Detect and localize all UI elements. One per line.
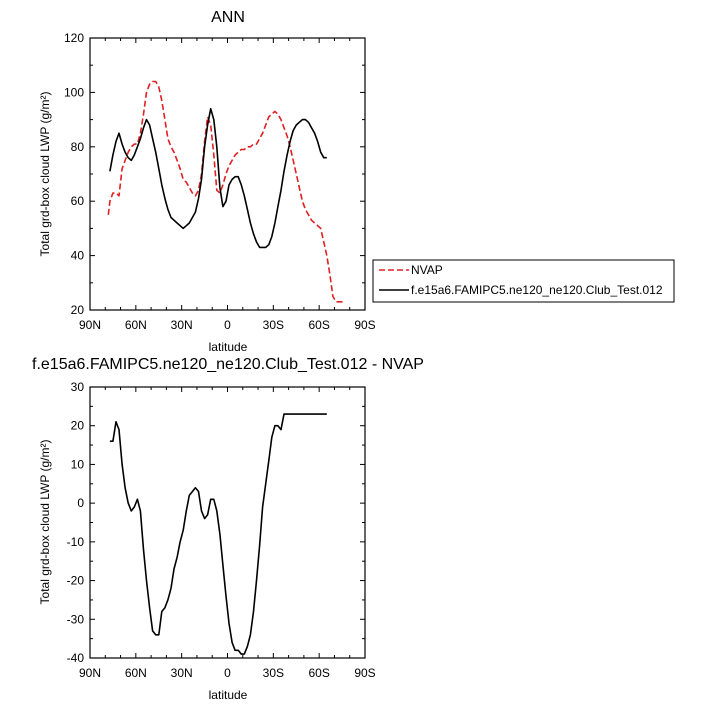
bottom-chart-title: f.e15a6.FAMIPC5.ne120_ne120.Club_Test.01… (32, 356, 424, 373)
bottom-y-ticks: -40 -30 -20 -10 0 10 20 30 (67, 380, 365, 665)
top-series-nvap-line (107, 80, 346, 303)
bottom-y-tick-label: 10 (71, 457, 85, 471)
top-y-axis-label: Total grd-box cloud LWP (g/m²) (38, 92, 52, 257)
bottom-series-model-line (109, 413, 327, 655)
top-x-tick-label: 30S (263, 318, 284, 332)
top-y-tick-label: 80 (71, 140, 85, 154)
bottom-x-tick-label: 30N (171, 666, 193, 680)
bottom-y-axis-label: Total grd-box cloud LWP (g/m²) (38, 440, 52, 605)
top-x-ticks: 90N 60N 30N 0 30S 60S 90S (79, 38, 376, 332)
top-y-ticks: 20 40 60 80 100 120 (64, 31, 365, 317)
bottom-x-axis-label: latitude (209, 688, 248, 702)
bottom-y-tick-label: -40 (67, 651, 85, 665)
top-x-tick-label: 60N (125, 318, 147, 332)
top-y-tick-label: 100 (64, 85, 84, 99)
bottom-x-tick-label: 30S (263, 666, 284, 680)
top-plot-frame (89, 37, 366, 311)
top-x-tick-label: 60S (308, 318, 329, 332)
top-panel: ANN 90N 60N 30N 0 30S 60S 90S 20 40 60 80 100 120 l… (38, 9, 376, 354)
bottom-plot-area (109, 413, 327, 655)
top-chart-title: ANN (211, 9, 245, 26)
bottom-panel: f.e15a6.FAMIPC5.ne120_ne120.Club_Test.01… (32, 356, 424, 702)
top-x-tick-label: 90N (79, 318, 101, 332)
legend-label-model: f.e15a6.FAMIPC5.ne120_ne120.Club_Test.01… (411, 283, 663, 297)
top-x-tick-label: 90S (354, 318, 375, 332)
bottom-y-tick-label: 20 (71, 419, 85, 433)
top-y-tick-label: 120 (64, 31, 84, 45)
top-x-axis-label: latitude (209, 340, 248, 354)
bottom-y-tick-label: -20 (67, 574, 85, 588)
legend-box (372, 259, 675, 303)
legend-label-nvap: NVAP (411, 263, 443, 277)
top-plot-area (107, 80, 346, 303)
top-x-tick-label: 30N (171, 318, 193, 332)
bottom-y-tick-label: 30 (71, 380, 85, 394)
top-y-tick-label: 40 (71, 249, 85, 263)
bottom-y-tick-label: -30 (67, 612, 85, 626)
top-y-tick-label: 60 (71, 194, 85, 208)
bottom-x-tick-label: 60N (125, 666, 147, 680)
bottom-y-tick-label: -10 (67, 535, 85, 549)
top-x-tick-label: 0 (224, 318, 231, 332)
top-y-tick-label: 20 (71, 303, 85, 317)
bottom-x-tick-label: 90N (79, 666, 101, 680)
bottom-y-tick-label: 0 (77, 496, 84, 510)
legend: NVAP f.e15a6.FAMIPC5.ne120_ne120.Club_Te… (372, 259, 675, 303)
bottom-x-tick-label: 0 (224, 666, 231, 680)
bottom-plot-frame (89, 386, 366, 659)
bottom-x-tick-label: 60S (308, 666, 329, 680)
bottom-x-tick-label: 90S (354, 666, 375, 680)
bottom-x-ticks: 90N 60N 30N 0 30S 60S 90S (79, 387, 376, 680)
top-series-model-line (109, 107, 327, 249)
